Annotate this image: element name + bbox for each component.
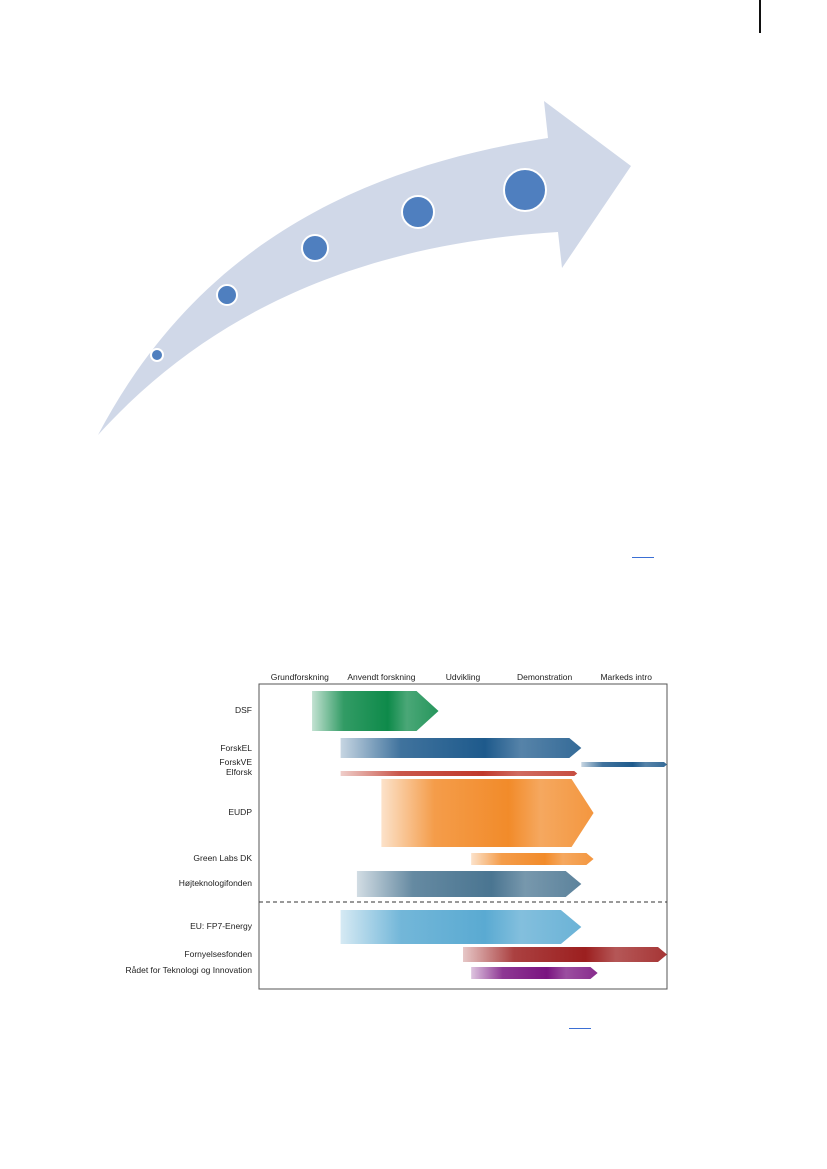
program-bar <box>463 947 667 962</box>
program-bar <box>356 871 582 897</box>
program-bar <box>340 771 578 776</box>
reference-link[interactable] <box>632 557 654 558</box>
program-bar <box>471 967 598 979</box>
program-label: EU: FP7-Energy <box>190 921 253 931</box>
growth-dot-1 <box>150 348 164 362</box>
funding-programs-diagram: Grundforskning Anvendt forskning Udvikling… <box>120 665 680 995</box>
program-label: ForskEL <box>220 743 252 753</box>
program-bar <box>312 691 439 731</box>
program-bar <box>471 853 594 865</box>
stage-header: Anvendt forskning <box>347 672 415 682</box>
program-bar <box>381 779 594 847</box>
growth-dot-5 <box>503 168 547 212</box>
program-bar <box>340 738 582 758</box>
program-label: Green Labs DK <box>193 853 252 863</box>
growth-dot-3 <box>301 234 329 262</box>
page-top-rule <box>759 0 761 33</box>
program-label: Rådet for Teknologi og Innovation <box>126 965 253 975</box>
growth-arrow-figure <box>98 101 631 435</box>
program-label: Elforsk <box>226 767 253 777</box>
stage-header: Grundforskning <box>271 672 329 682</box>
program-label: DSF <box>235 705 252 715</box>
program-label: EUDP <box>228 807 252 817</box>
reference-link[interactable] <box>569 1028 591 1029</box>
program-bar <box>581 762 667 767</box>
program-label: Højteknologifonden <box>179 878 253 888</box>
growth-arrow-shape <box>98 101 631 435</box>
program-label: ForskVE <box>219 757 252 767</box>
growth-dot-4 <box>401 195 435 229</box>
growth-dot-2 <box>216 284 238 306</box>
stage-header: Markeds intro <box>600 672 652 682</box>
stage-header: Demonstration <box>517 672 573 682</box>
program-bar <box>340 910 582 944</box>
stage-header: Udvikling <box>446 672 481 682</box>
funding-programs-svg: Grundforskning Anvendt forskning Udvikling… <box>126 672 668 990</box>
program-label: Fornyelsesfonden <box>184 949 252 959</box>
